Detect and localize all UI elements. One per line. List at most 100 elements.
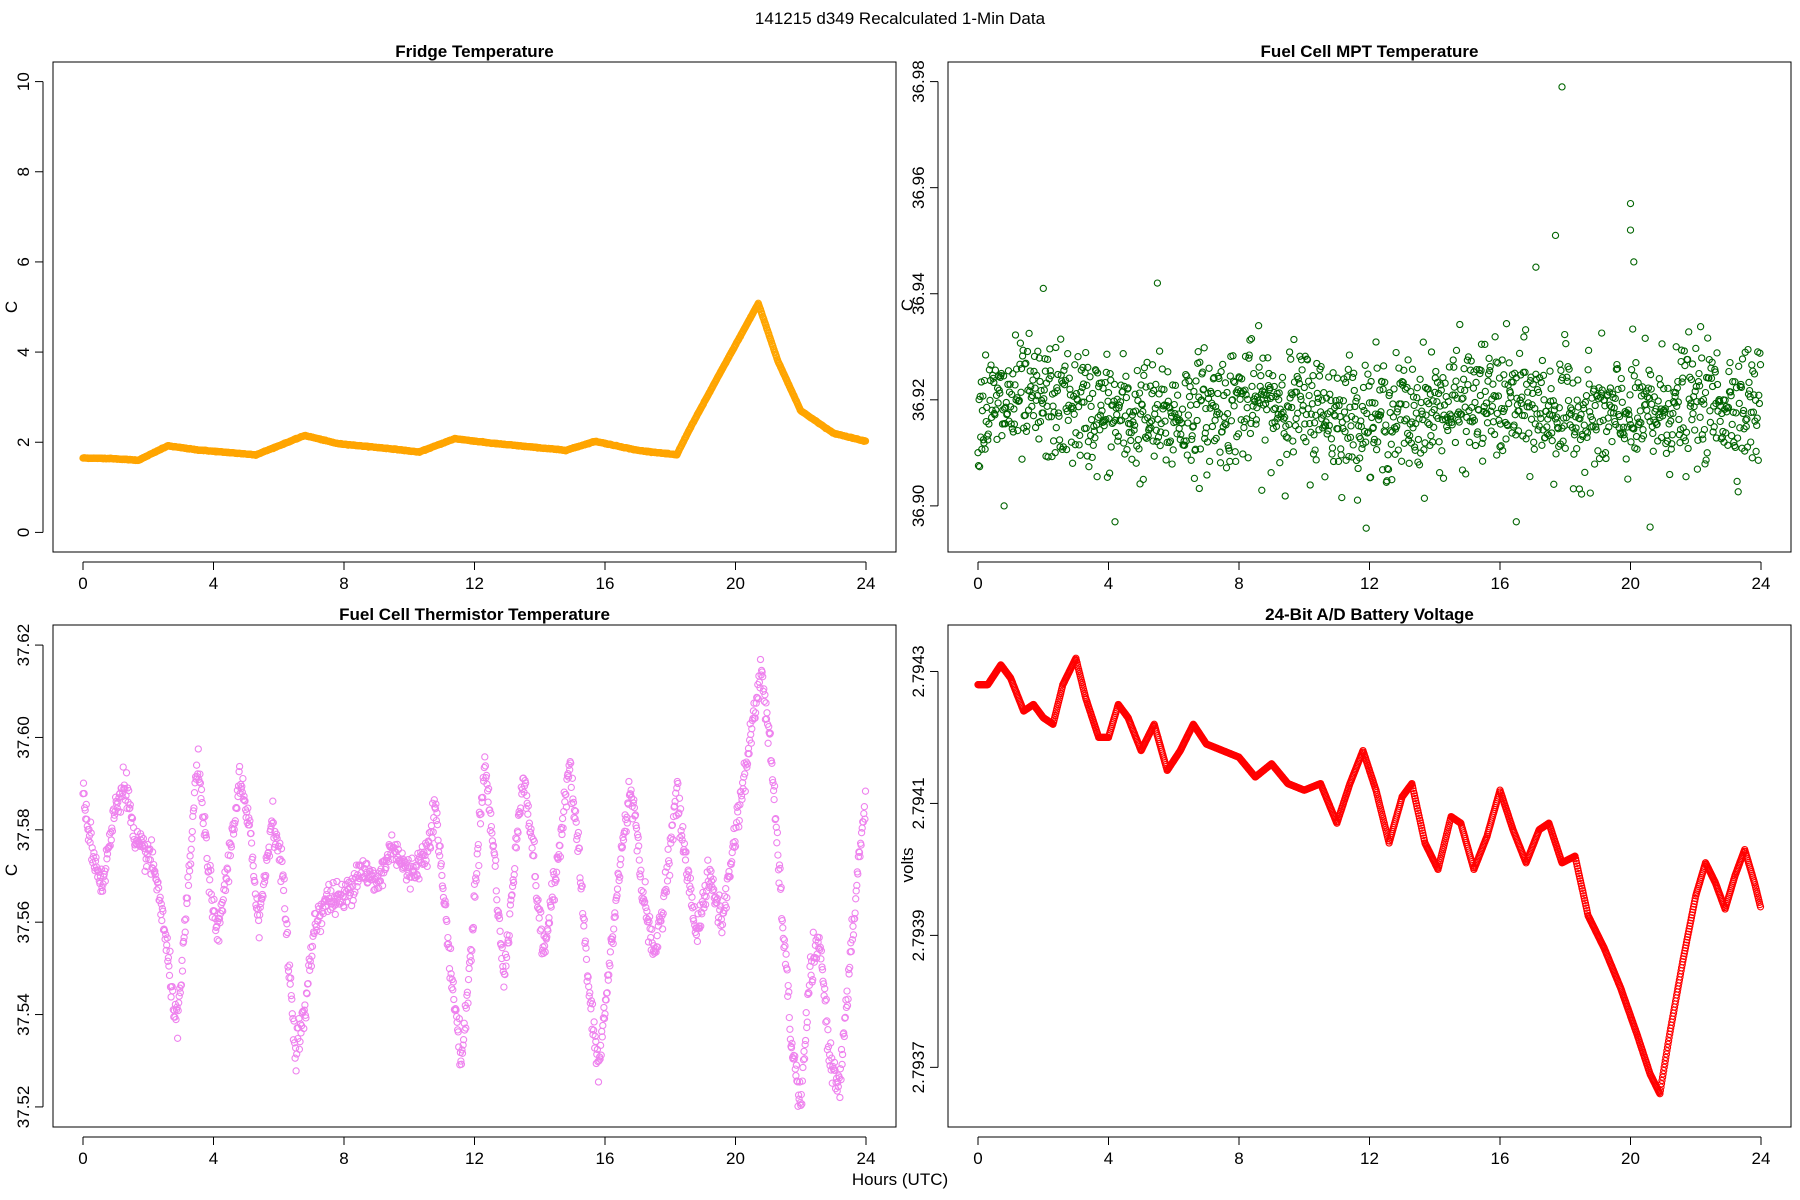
data-point: [1451, 438, 1460, 447]
data-point: [1283, 450, 1291, 459]
data-point: [198, 798, 206, 807]
data-point: [1217, 368, 1225, 376]
data-point: [1185, 393, 1194, 401]
data-point: [1620, 435, 1629, 443]
data-point: [1292, 388, 1301, 396]
data-point: [1362, 524, 1370, 532]
data-point: [1116, 398, 1125, 406]
data-point: [1350, 369, 1358, 377]
data-point: [1275, 396, 1283, 404]
data-point: [1373, 364, 1381, 372]
data-point: [1595, 454, 1604, 463]
data-point: [1166, 437, 1175, 445]
data-point: [1074, 353, 1082, 361]
data-point: [1132, 459, 1140, 467]
data-point: [860, 803, 869, 811]
data-point: [1384, 451, 1392, 459]
data-point: [1617, 374, 1625, 383]
data-point: [1502, 435, 1510, 443]
data-point: [1405, 459, 1413, 467]
data-point: [681, 856, 690, 864]
data-point-outlier: [1532, 263, 1540, 271]
data-point: [1030, 352, 1039, 361]
data-point: [1226, 372, 1234, 380]
y-tick-label: 36.94: [909, 272, 928, 315]
data-point: [658, 925, 667, 933]
data-point: [996, 389, 1004, 397]
data-point: [784, 981, 792, 990]
data-point: [1397, 457, 1406, 465]
x-tick-label: 8: [1234, 1149, 1243, 1168]
data-point: [601, 1010, 609, 1018]
data-point: [1243, 404, 1251, 412]
data-point: [824, 1026, 832, 1034]
data-point: [1121, 450, 1129, 458]
data-point: [1525, 429, 1533, 437]
y-tick-label: 6: [14, 257, 33, 266]
data-point: [756, 655, 765, 664]
data-point: [1500, 371, 1508, 379]
data-point: [1313, 359, 1321, 368]
data-point: [1582, 427, 1590, 435]
data-point: [1279, 415, 1288, 423]
data-point: [1656, 381, 1665, 389]
data-point: [1493, 451, 1501, 459]
data-point: [1119, 350, 1127, 358]
data-point: [1152, 426, 1160, 434]
data-point: [1298, 366, 1306, 374]
data-point: [1227, 417, 1236, 425]
data-point: [1266, 384, 1274, 392]
data-point: [1121, 412, 1130, 420]
data-point: [1168, 460, 1176, 468]
data-point: [1131, 390, 1139, 398]
data-point: [1218, 428, 1226, 436]
chart-title: Fuel Cell Thermistor Temperature: [339, 605, 610, 624]
y-tick-label: 4: [14, 347, 33, 356]
data-point: [1649, 429, 1657, 438]
data-point: [1190, 387, 1198, 396]
data-point: [530, 837, 538, 846]
data-point: [1314, 398, 1322, 407]
data-point: [1135, 445, 1143, 453]
y-axis-label: C: [898, 299, 917, 311]
data-point: [249, 862, 257, 870]
data-point: [1205, 364, 1213, 372]
data-point: [1289, 437, 1297, 445]
data-point: [1419, 338, 1427, 346]
data-point: [1702, 456, 1710, 464]
data-point: [1018, 455, 1026, 463]
data-point: [1239, 450, 1247, 458]
data-point: [1734, 488, 1742, 496]
data-point: [1727, 432, 1736, 440]
data-point: [1572, 424, 1580, 432]
data-point: [1046, 345, 1054, 353]
data-point: [786, 1035, 795, 1043]
data-point: [1216, 459, 1225, 467]
x-tick-label: 12: [1360, 574, 1379, 593]
data-point: [1664, 384, 1672, 393]
data-point: [1585, 380, 1593, 388]
data-point: [1728, 420, 1736, 429]
data-point: [1278, 381, 1286, 389]
data-point: [1281, 492, 1289, 500]
data-point: [1193, 416, 1201, 425]
data-point: [1629, 325, 1637, 333]
data-point: [1386, 408, 1394, 417]
data-point: [1211, 403, 1220, 411]
data-point: [1317, 362, 1325, 371]
data-point: [997, 369, 1006, 378]
data-point: [1548, 437, 1556, 445]
data-point: [1624, 475, 1632, 483]
data-point: [450, 995, 458, 1004]
data-point: [475, 861, 483, 870]
data-point: [1161, 429, 1170, 437]
data-point: [1305, 391, 1313, 400]
data-point: [1182, 370, 1190, 379]
data-point: [1290, 335, 1298, 344]
data-point: [1102, 415, 1110, 424]
data-point: [1310, 431, 1318, 439]
data-point: [1238, 375, 1246, 383]
data-point: [1327, 396, 1335, 405]
data-point: [1287, 355, 1295, 363]
